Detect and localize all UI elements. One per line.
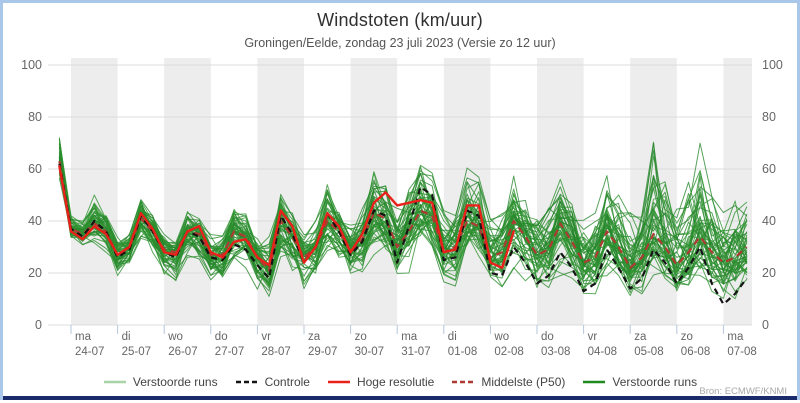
y-tick-label-right-60: 60 [762,162,776,176]
day-label-text: wo [168,331,183,343]
day-label-text: di [447,331,457,343]
y-tick-label-left-20: 20 [28,266,42,280]
x-tick-label-03-08: do 03-08 [541,330,570,359]
ensemble-member-line [58,137,748,290]
day-label-text: di [121,331,131,343]
legend-label: Middelste (P50) [481,375,566,389]
x-tick-label-02-08: wo 02-08 [494,330,523,359]
control-line [58,163,748,306]
day-label-text: ma [727,331,744,343]
x-tick-label-01-08: di 01-08 [448,330,477,359]
day-label-text: za [634,331,647,343]
y-tick-label-right-20: 20 [762,266,776,280]
ensemble-member-line [58,142,748,279]
legend-item-verstoorde-runs-dark: Verstoorde runs [582,375,697,389]
day-label-text: 25-07 [121,345,152,358]
legend-swatch-verstoorde-runs-light [103,380,126,384]
day-label-text: vr [587,331,598,343]
legend-item-middelste-p50: Middelste (P50) [451,375,565,389]
day-label-text: 26-07 [168,345,198,358]
y-tick-label-right-0: 0 [762,318,769,332]
plume-chart-canvas [48,58,752,334]
legend-swatch-middelste-p50 [452,380,475,384]
legend-label: Controle [264,375,310,389]
y-tick-label-right-80: 80 [762,110,776,124]
y-tick-label-left-40: 40 [28,214,42,228]
x-tick-label-29-07: za 29-07 [308,330,337,359]
day-label-text: za [308,331,321,343]
day-label-text: ma [75,331,91,343]
day-label-text: zo [354,331,367,343]
x-tick-label-04-08: vr 04-08 [588,330,617,359]
y-tick-label-left-100: 100 [21,58,42,72]
x-tick-label-30-07: zo 30-07 [355,330,384,359]
legend-label: Verstoorde runs [132,375,218,389]
legend-swatch-hoge-resolutie [327,380,350,384]
ensemble-member-line [58,166,748,290]
y-tick-label-left-80: 80 [28,110,42,124]
day-label-text: do [541,331,554,343]
ensemble-member-line [58,142,748,284]
x-tick-label-28-07: vr 28-07 [261,330,290,359]
x-tick-label-27-07: do 27-07 [215,330,244,359]
x-tick-label-06-08: zo 06-08 [681,330,710,359]
y-tick-label-right-40: 40 [762,214,776,228]
ensemble-member-line [58,173,748,297]
x-tick-label-31-07: ma 31-07 [401,330,430,359]
x-tick-label-24-07: ma 24-07 [75,330,104,359]
legend-item-verstoorde-runs-light: Verstoorde runs [103,375,218,389]
day-label-text: 02-08 [494,345,524,358]
x-tick-label-07-08: ma 07-08 [727,330,756,359]
page-title: Windstoten (km/uur) [317,10,483,30]
day-label-text: 30-07 [354,345,385,358]
median-p50-line [58,161,748,272]
day-label-text: 05-08 [634,345,664,358]
day-label-text: vr [261,331,271,343]
legend-item-controle: Controle [235,375,310,389]
x-tick-label-25-07: di 25-07 [122,330,151,359]
x-tick-label-05-08: za 05-08 [634,330,663,359]
day-label-text: 07-08 [727,345,757,358]
day-label-text: 29-07 [308,345,338,358]
legend-label: Verstoorde runs [612,375,698,389]
legend-item-hoge-resolutie: Hoge resolutie [327,375,434,389]
y-tick-label-right-100: 100 [762,58,783,72]
source-credit: Bron: ECMWF/KNMI [699,386,787,397]
day-label-text: 01-08 [447,345,478,358]
day-label-text: 28-07 [261,345,291,358]
day-label-text: wo [494,331,510,343]
high-resolution-line [58,165,515,269]
day-label-text: 06-08 [680,345,711,358]
legend-swatch-controle [235,380,258,384]
day-label-text: 03-08 [541,345,571,358]
day-label-text: 04-08 [587,345,618,358]
bottom-accent-bar [3,396,797,400]
day-label-text: ma [401,331,418,343]
day-label-text: 31-07 [401,345,431,358]
day-label-text: 27-07 [214,345,245,358]
ensemble-member-line [58,170,748,285]
day-label-text: zo [680,331,693,343]
y-tick-label-left-60: 60 [28,162,42,176]
day-label-text: 24-07 [75,345,105,358]
legend-label: Hoge resolutie [356,375,435,389]
chart-subtitle: Groningen/Eelde, zondag 23 juli 2023 (Ve… [244,36,556,50]
legend-swatch-verstoorde-runs-dark [583,380,606,384]
ensemble-member-line [58,165,748,286]
x-tick-label-26-07: wo 26-07 [168,330,197,359]
legend: Verstoorde runs Controle Hoge resolutie … [3,373,797,391]
y-tick-label-left-0: 0 [35,318,42,332]
day-label-text: do [214,331,228,343]
